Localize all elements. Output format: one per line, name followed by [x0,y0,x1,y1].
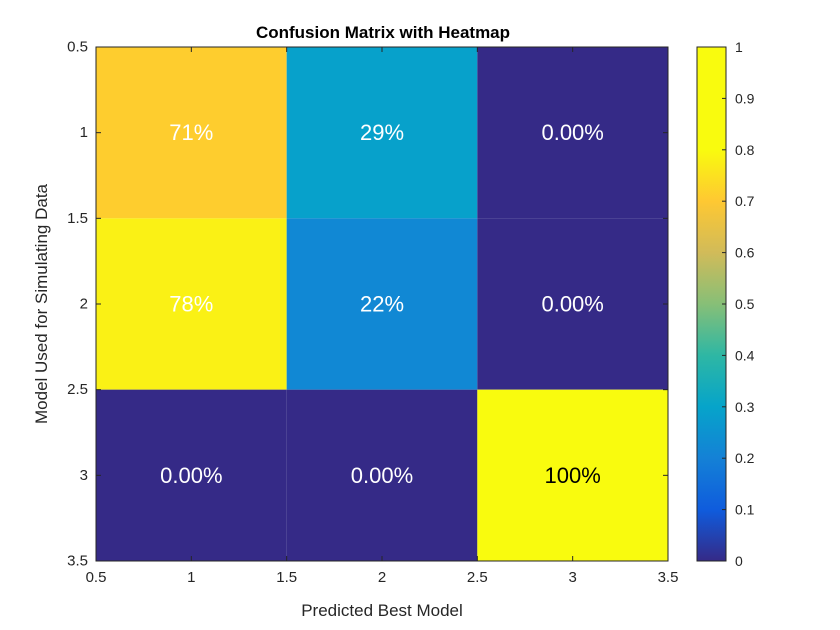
y-tick-label: 3.5 [67,553,88,570]
x-tick-label: 2 [378,569,386,586]
y-axis: 0.5 1 1.5 2 2.5 3 3.5 [67,39,668,570]
x-axis-label: Predicted Best Model [301,601,463,620]
heatmap-cell [477,389,668,561]
colorbar-tick-label: 0.3 [735,399,755,415]
heatmap-cell [286,218,478,390]
y-tick-label: 1 [80,124,88,141]
heatmap-cell [477,47,668,219]
y-tick-label: 1.5 [67,210,88,227]
colorbar-tick-label: 0.9 [735,90,755,106]
y-tick-label: 0.5 [67,39,88,56]
x-axis: 0.5 1 1.5 2 2.5 3 3.5 [86,47,679,586]
heatmap-cell [96,389,287,561]
colorbar-tick-label: 0.2 [735,450,755,466]
cell-value-label: 78% [169,292,213,317]
heatmap-cell [96,47,287,219]
colorbar-tick-label: 0 [735,553,743,569]
cell-value-label: 29% [360,120,404,145]
x-tick-label: 3 [568,569,576,586]
heatmap-cell [96,218,287,390]
colorbar-tick-label: 0.4 [735,347,755,363]
x-tick-label: 1.5 [276,569,297,586]
y-tick-label: 2.5 [67,381,88,398]
colorbar-tick-label: 0.1 [735,502,755,518]
cell-value-label: 0.00% [541,292,603,317]
heatmap-cells [96,47,668,561]
y-tick-label: 3 [80,467,88,484]
cell-labels: 71% 29% 0.00% 78% 22% 0.00% 0.00% 0.00% 100% [160,120,604,488]
x-tick-label: 0.5 [86,569,107,586]
y-tick-label: 2 [80,296,88,313]
colorbar-tick-label: 1 [735,39,743,55]
colorbar-gradient [696,46,727,562]
colorbar-tick-label: 0.5 [735,296,755,312]
colorbar-tick-label: 0.8 [735,142,755,158]
heatmap-cell [477,218,668,390]
x-tick-label: 2.5 [467,569,488,586]
cell-value-label: 71% [169,120,213,145]
colorbar-tick-label: 0.7 [735,193,755,209]
cell-value-label: 0.00% [160,463,222,488]
heatmap-cell [286,389,478,561]
y-axis-label: Model Used for Simulating Data [32,183,51,424]
chart-title: Confusion Matrix with Heatmap [256,23,510,42]
x-tick-label: 1 [187,569,195,586]
cell-value-label: 0.00% [351,463,413,488]
cell-value-label: 22% [360,292,404,317]
cell-value-label: 100% [545,463,601,488]
colorbar: 0 0.1 0.2 0.3 0.4 0.5 0.6 0.7 0.8 0.9 1 [696,39,755,569]
cell-value-label: 0.00% [541,120,603,145]
heatmap-cell [286,47,478,219]
colorbar-tick-label: 0.6 [735,245,755,261]
x-tick-label: 3.5 [658,569,679,586]
